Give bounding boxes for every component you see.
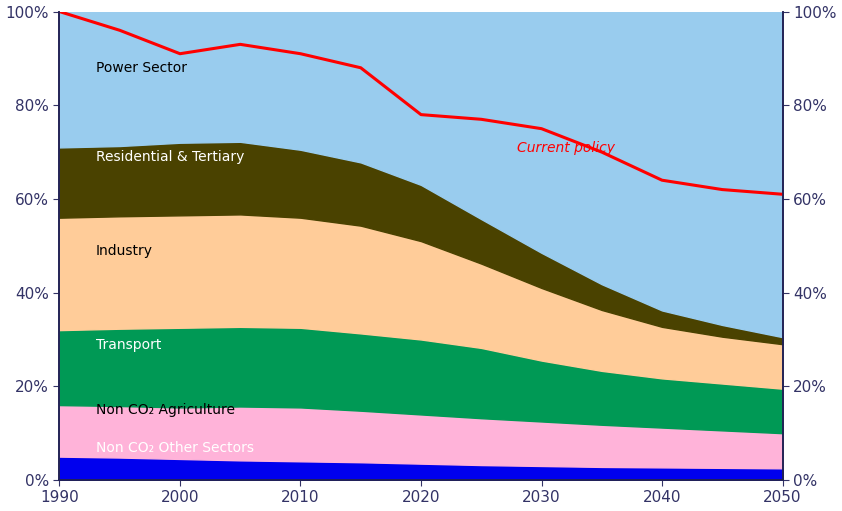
- Text: Industry: Industry: [96, 244, 152, 258]
- Text: Current policy: Current policy: [517, 141, 616, 155]
- Text: Transport: Transport: [96, 338, 161, 352]
- Text: Non CO₂ Agriculture: Non CO₂ Agriculture: [96, 404, 235, 417]
- Text: Non CO₂ Other Sectors: Non CO₂ Other Sectors: [96, 441, 253, 455]
- Text: Power Sector: Power Sector: [96, 61, 187, 76]
- Text: Residential & Tertiary: Residential & Tertiary: [96, 150, 244, 165]
